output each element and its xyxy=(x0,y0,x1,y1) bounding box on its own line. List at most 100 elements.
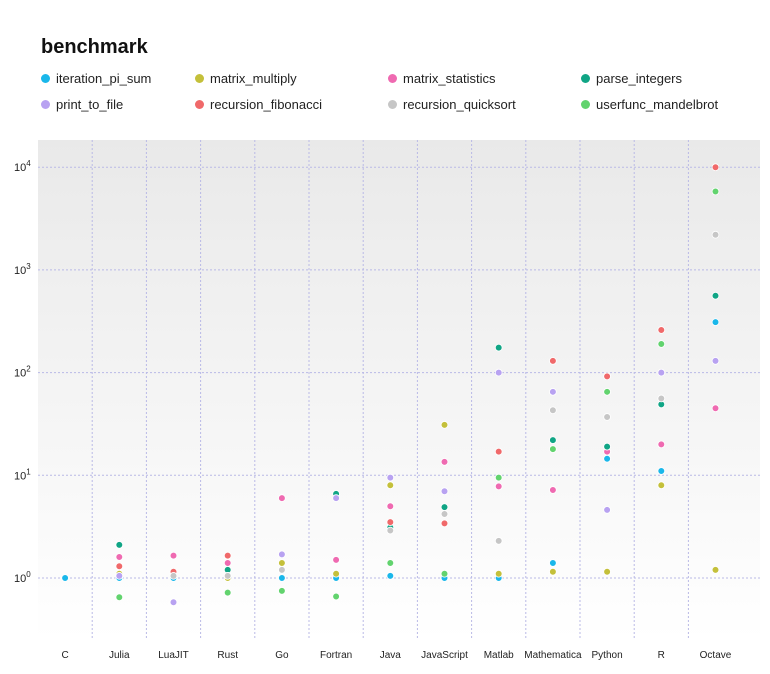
point-recursion-fibonacci-julia[interactable] xyxy=(115,562,124,571)
point-matrix-statistics-julia[interactable] xyxy=(115,553,124,561)
point-recursion-quicksort-java[interactable] xyxy=(386,526,395,535)
point-matrix-multiply-fortran[interactable] xyxy=(332,569,340,578)
point-recursion-quicksort-python[interactable] xyxy=(603,413,611,421)
point-userfunc-mandelbrot-go[interactable] xyxy=(278,587,286,595)
point-recursion-quicksort-luajit[interactable] xyxy=(169,572,178,580)
legend-item-recursion-quicksort[interactable]: recursion_quicksort xyxy=(388,97,516,112)
point-userfunc-mandelbrot-fortran[interactable] xyxy=(332,592,340,601)
point-matrix-statistics-rust[interactable] xyxy=(223,559,232,567)
x-tick-label-mathematica: Mathematica xyxy=(524,650,582,661)
point-userfunc-mandelbrot-rust[interactable] xyxy=(223,588,232,597)
point-parse-integers-matlab[interactable] xyxy=(494,343,503,352)
point-print-to-file-r[interactable] xyxy=(657,368,666,377)
point-recursion-fibonacci-r[interactable] xyxy=(657,326,666,334)
legend-item-print-to-file[interactable]: print_to_file xyxy=(41,97,123,112)
point-userfunc-mandelbrot-python[interactable] xyxy=(603,388,611,396)
point-print-to-file-octave[interactable] xyxy=(711,357,720,365)
legend-marker xyxy=(195,74,204,83)
point-parse-integers-octave[interactable] xyxy=(711,291,720,300)
legend-item-iteration-pi-sum[interactable]: iteration_pi_sum xyxy=(41,71,151,86)
point-matrix-multiply-octave[interactable] xyxy=(711,566,720,574)
point-print-to-file-matlab[interactable] xyxy=(494,368,503,377)
point-print-to-file-mathematica[interactable] xyxy=(549,388,557,396)
point-print-to-file-javascript[interactable] xyxy=(440,487,449,496)
point-userfunc-mandelbrot-julia[interactable] xyxy=(115,593,124,602)
point-matrix-statistics-luajit[interactable] xyxy=(169,551,178,560)
plot-background xyxy=(38,140,760,640)
point-matrix-multiply-javascript[interactable] xyxy=(440,421,449,429)
point-parse-integers-python[interactable] xyxy=(603,442,611,451)
point-recursion-quicksort-mathematica[interactable] xyxy=(549,406,557,415)
point-matrix-multiply-java[interactable] xyxy=(386,481,395,490)
point-userfunc-mandelbrot-javascript[interactable] xyxy=(440,569,449,578)
legend-item-recursion-fibonacci[interactable]: recursion_fibonacci xyxy=(195,97,322,112)
point-recursion-fibonacci-matlab[interactable] xyxy=(494,447,503,456)
point-print-to-file-java[interactable] xyxy=(386,473,395,482)
point-print-to-file-julia[interactable] xyxy=(115,572,124,580)
point-matrix-statistics-r[interactable] xyxy=(657,440,666,449)
point-matrix-statistics-go[interactable] xyxy=(278,494,286,502)
point-recursion-fibonacci-octave[interactable] xyxy=(711,163,720,172)
point-recursion-fibonacci-mathematica[interactable] xyxy=(549,357,557,365)
point-print-to-file-go[interactable] xyxy=(278,550,286,559)
x-tick-label-javascript: JavaScript xyxy=(421,650,468,661)
point-matrix-statistics-fortran[interactable] xyxy=(332,556,340,564)
legend-item-userfunc-mandelbrot[interactable]: userfunc_mandelbrot xyxy=(581,97,718,112)
point-recursion-fibonacci-python[interactable] xyxy=(603,372,611,381)
point-matrix-multiply-r[interactable] xyxy=(657,481,666,490)
point-recursion-fibonacci-java[interactable] xyxy=(386,518,395,526)
point-recursion-quicksort-rust[interactable] xyxy=(223,572,232,580)
point-recursion-quicksort-octave[interactable] xyxy=(711,230,720,239)
legend-item-parse-integers[interactable]: parse_integers xyxy=(581,71,682,86)
point-matrix-multiply-mathematica[interactable] xyxy=(549,567,557,576)
point-print-to-file-luajit[interactable] xyxy=(169,598,178,607)
point-iteration-pi-sum-go[interactable] xyxy=(278,574,286,582)
point-parse-integers-mathematica[interactable] xyxy=(549,436,557,444)
point-userfunc-mandelbrot-mathematica[interactable] xyxy=(549,445,557,453)
x-tick-label-go: Go xyxy=(275,650,289,661)
point-parse-integers-julia[interactable] xyxy=(115,541,124,549)
legend-marker xyxy=(41,100,50,109)
point-recursion-quicksort-matlab[interactable] xyxy=(494,537,503,545)
point-recursion-quicksort-r[interactable] xyxy=(657,394,666,403)
point-matrix-statistics-java[interactable] xyxy=(386,502,395,511)
x-tick-label-fortran: Fortran xyxy=(320,650,352,661)
point-iteration-pi-sum-python[interactable] xyxy=(603,454,611,463)
point-iteration-pi-sum-octave[interactable] xyxy=(711,318,720,326)
point-matrix-multiply-python[interactable] xyxy=(603,567,611,576)
point-matrix-multiply-go[interactable] xyxy=(278,559,286,567)
point-matrix-statistics-octave[interactable] xyxy=(711,404,720,413)
point-print-to-file-fortran[interactable] xyxy=(332,494,340,502)
point-matrix-multiply-matlab[interactable] xyxy=(494,569,503,578)
y-tick-label: 102 xyxy=(14,365,31,380)
legend-marker xyxy=(195,100,204,109)
point-parse-integers-javascript[interactable] xyxy=(440,503,449,511)
point-iteration-pi-sum-c[interactable] xyxy=(61,574,69,582)
point-userfunc-mandelbrot-r[interactable] xyxy=(657,340,666,348)
legend-label: iteration_pi_sum xyxy=(56,71,152,86)
legend-item-matrix-statistics[interactable]: matrix_statistics xyxy=(388,71,495,86)
y-tick-label: 100 xyxy=(14,570,31,585)
point-print-to-file-python[interactable] xyxy=(603,506,611,514)
point-recursion-fibonacci-javascript[interactable] xyxy=(440,519,449,528)
point-userfunc-mandelbrot-octave[interactable] xyxy=(711,187,720,196)
y-tick-label: 101 xyxy=(14,467,31,482)
point-matrix-statistics-mathematica[interactable] xyxy=(549,486,557,494)
point-recursion-fibonacci-rust[interactable] xyxy=(223,551,232,560)
point-recursion-quicksort-javascript[interactable] xyxy=(440,510,449,518)
legend-title: benchmark xyxy=(41,36,148,58)
point-userfunc-mandelbrot-java[interactable] xyxy=(386,559,395,567)
point-iteration-pi-sum-r[interactable] xyxy=(657,467,666,475)
point-iteration-pi-sum-java[interactable] xyxy=(386,572,395,580)
point-recursion-quicksort-go[interactable] xyxy=(278,566,286,574)
point-matrix-statistics-matlab[interactable] xyxy=(494,482,503,491)
legend-label: userfunc_mandelbrot xyxy=(596,97,719,112)
x-tick-label-java: Java xyxy=(380,650,402,661)
point-matrix-statistics-javascript[interactable] xyxy=(440,458,449,466)
legend-label: matrix_multiply xyxy=(210,71,297,86)
point-iteration-pi-sum-mathematica[interactable] xyxy=(549,559,557,567)
legend-item-matrix-multiply[interactable]: matrix_multiply xyxy=(195,71,297,86)
point-userfunc-mandelbrot-matlab[interactable] xyxy=(494,473,503,482)
x-tick-label-luajit: LuaJIT xyxy=(158,650,189,661)
